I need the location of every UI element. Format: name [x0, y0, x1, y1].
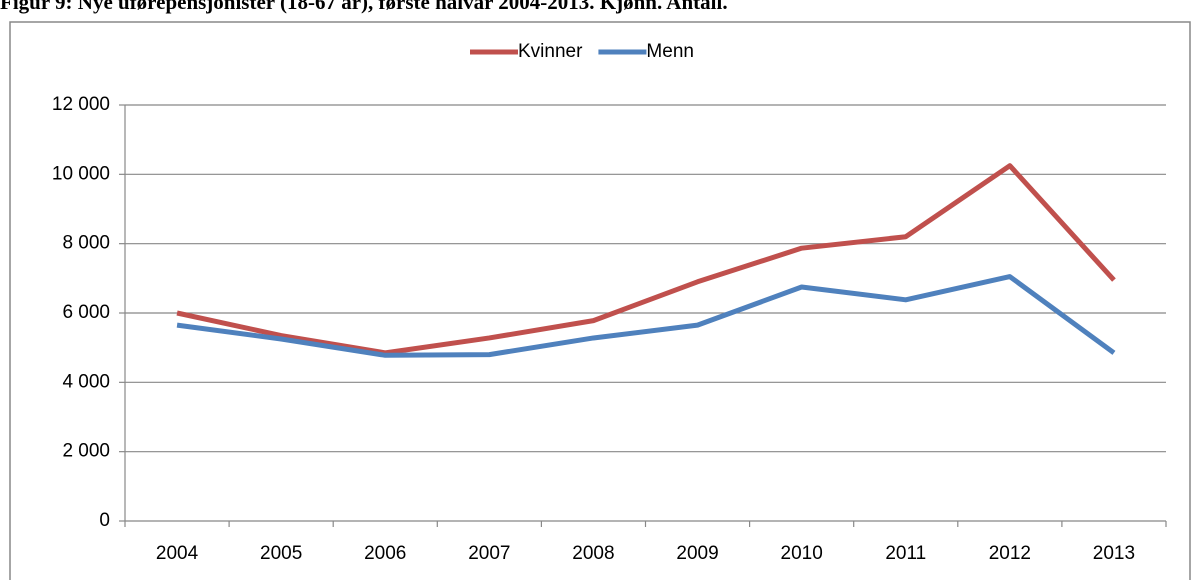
x-tick-label: 2007	[468, 543, 510, 564]
x-tick-label: 2008	[572, 543, 614, 564]
x-tick-label: 2012	[989, 543, 1031, 564]
y-tick-label: 6 000	[62, 302, 110, 323]
y-tick-label: 0	[99, 510, 110, 531]
y-tick-label: 8 000	[62, 233, 110, 254]
y-tick-label: 4 000	[62, 371, 110, 392]
legend-label: Kvinner	[518, 41, 583, 62]
x-tick-label: 2010	[781, 543, 823, 564]
y-tick-label: 2 000	[62, 441, 110, 462]
x-tick-label: 2006	[364, 543, 406, 564]
x-tick-label: 2005	[260, 543, 302, 564]
chart-frame	[9, 21, 1191, 580]
chart-title: Figur 9: Nye uførepensjonister (18-67 år…	[0, 0, 728, 14]
line-series	[176, 274, 1116, 358]
y-tick-label: 10 000	[52, 163, 110, 184]
x-tick-label: 2009	[676, 543, 718, 564]
x-tick-label: 2011	[885, 543, 926, 564]
y-tick-label: 12 000	[52, 94, 110, 115]
line-series	[176, 163, 1116, 356]
x-tick-label: 2004	[156, 543, 199, 564]
legend-label: Menn	[646, 41, 694, 62]
x-tick-label: 2013	[1093, 543, 1135, 564]
